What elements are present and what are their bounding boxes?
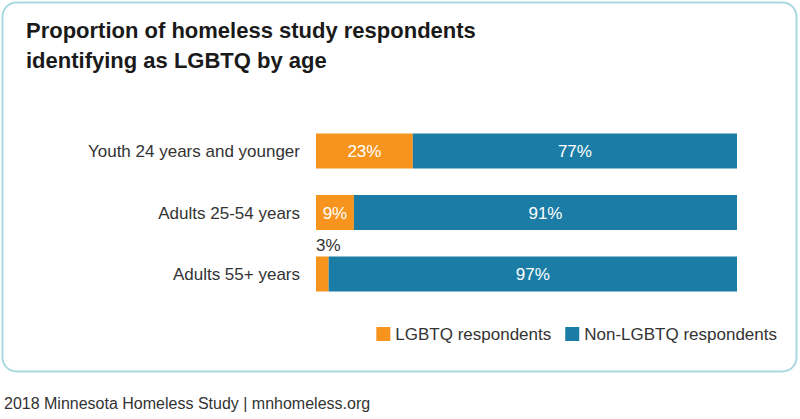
legend: LGBTQ respondents Non-LGBTQ respondents: [376, 325, 777, 344]
data-label: 91%: [528, 204, 562, 223]
data-label: 23%: [347, 142, 381, 161]
category-label: Youth 24 years and younger: [88, 142, 300, 161]
bars: [316, 134, 737, 292]
category-label: Adults 25-54 years: [158, 204, 300, 223]
bar: [316, 134, 413, 169]
category-label: Adults 55+ years: [173, 265, 300, 284]
labels: Youth 24 years and younger Adults 25-54 y…: [88, 142, 592, 284]
source: 2018 Minnesota Homeless Study | mnhomele…: [4, 395, 370, 412]
title: Proportion of homeless study respondents…: [26, 16, 546, 76]
bar: [329, 257, 737, 292]
bar: [316, 257, 329, 292]
bar: [354, 195, 737, 230]
data-label: 3%: [316, 236, 341, 255]
legend-label: Non-LGBTQ respondents: [584, 325, 777, 344]
bar: [316, 195, 354, 230]
frame: [3, 3, 797, 372]
data-label: 9%: [323, 204, 348, 223]
legend-swatch: [565, 327, 579, 341]
legend-swatch: [376, 327, 390, 341]
data-label: 97%: [516, 265, 550, 284]
bar: [413, 134, 737, 169]
legend-label: LGBTQ respondents: [395, 325, 551, 344]
data-label: 77%: [558, 142, 592, 161]
